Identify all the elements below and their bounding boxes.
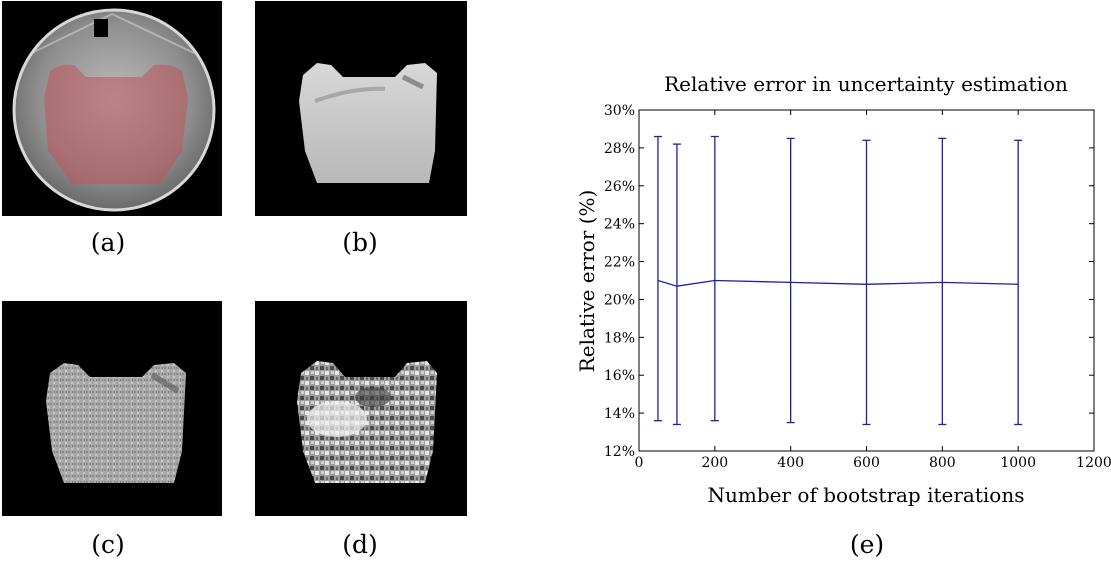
image-panel-b bbox=[255, 1, 467, 216]
image-panel-d bbox=[255, 301, 467, 516]
x-tick-label: 200 bbox=[701, 455, 728, 471]
y-tick-label: 18% bbox=[604, 330, 635, 346]
y-tick-label: 20% bbox=[604, 292, 635, 308]
image-panel-c bbox=[2, 301, 222, 516]
x-tick-label: 600 bbox=[853, 455, 880, 471]
x-axis-label: Number of bootstrap iterations bbox=[708, 483, 1025, 507]
caption-a: (a) bbox=[90, 228, 126, 257]
relative-error-chart: Relative error in uncertainty estimation… bbox=[575, 72, 1111, 507]
y-tick-label: 30% bbox=[604, 103, 635, 119]
x-tick-label: 400 bbox=[777, 455, 804, 471]
x-tick-label: 1000 bbox=[1000, 455, 1036, 471]
y-tick-label: 22% bbox=[604, 255, 635, 271]
noisy-map-image bbox=[46, 363, 186, 483]
chart-title: Relative error in uncertainty estimation bbox=[664, 72, 1068, 96]
x-tick-label: 800 bbox=[929, 455, 956, 471]
y-axis-label: Relative error (%) bbox=[575, 190, 599, 373]
image-panel-a bbox=[2, 1, 222, 216]
caption-b: (b) bbox=[342, 228, 378, 257]
mri-roi-overlay-image bbox=[12, 8, 216, 212]
caption-c: (c) bbox=[91, 530, 125, 559]
high-contrast-map-image bbox=[297, 361, 437, 483]
caption-e: (e) bbox=[849, 530, 885, 559]
y-tick-label: 24% bbox=[604, 217, 635, 233]
segmented-region-image bbox=[299, 63, 437, 183]
x-tick-label: 0 bbox=[635, 455, 644, 471]
caption-d: (d) bbox=[342, 530, 378, 559]
x-tick-label: 1200 bbox=[1076, 455, 1111, 471]
y-tick-label: 12% bbox=[604, 444, 635, 460]
y-tick-label: 28% bbox=[604, 141, 635, 157]
y-tick-label: 16% bbox=[604, 368, 635, 384]
y-tick-label: 26% bbox=[604, 179, 635, 195]
y-tick-label: 14% bbox=[604, 406, 635, 422]
series-line bbox=[657, 279, 1019, 287]
